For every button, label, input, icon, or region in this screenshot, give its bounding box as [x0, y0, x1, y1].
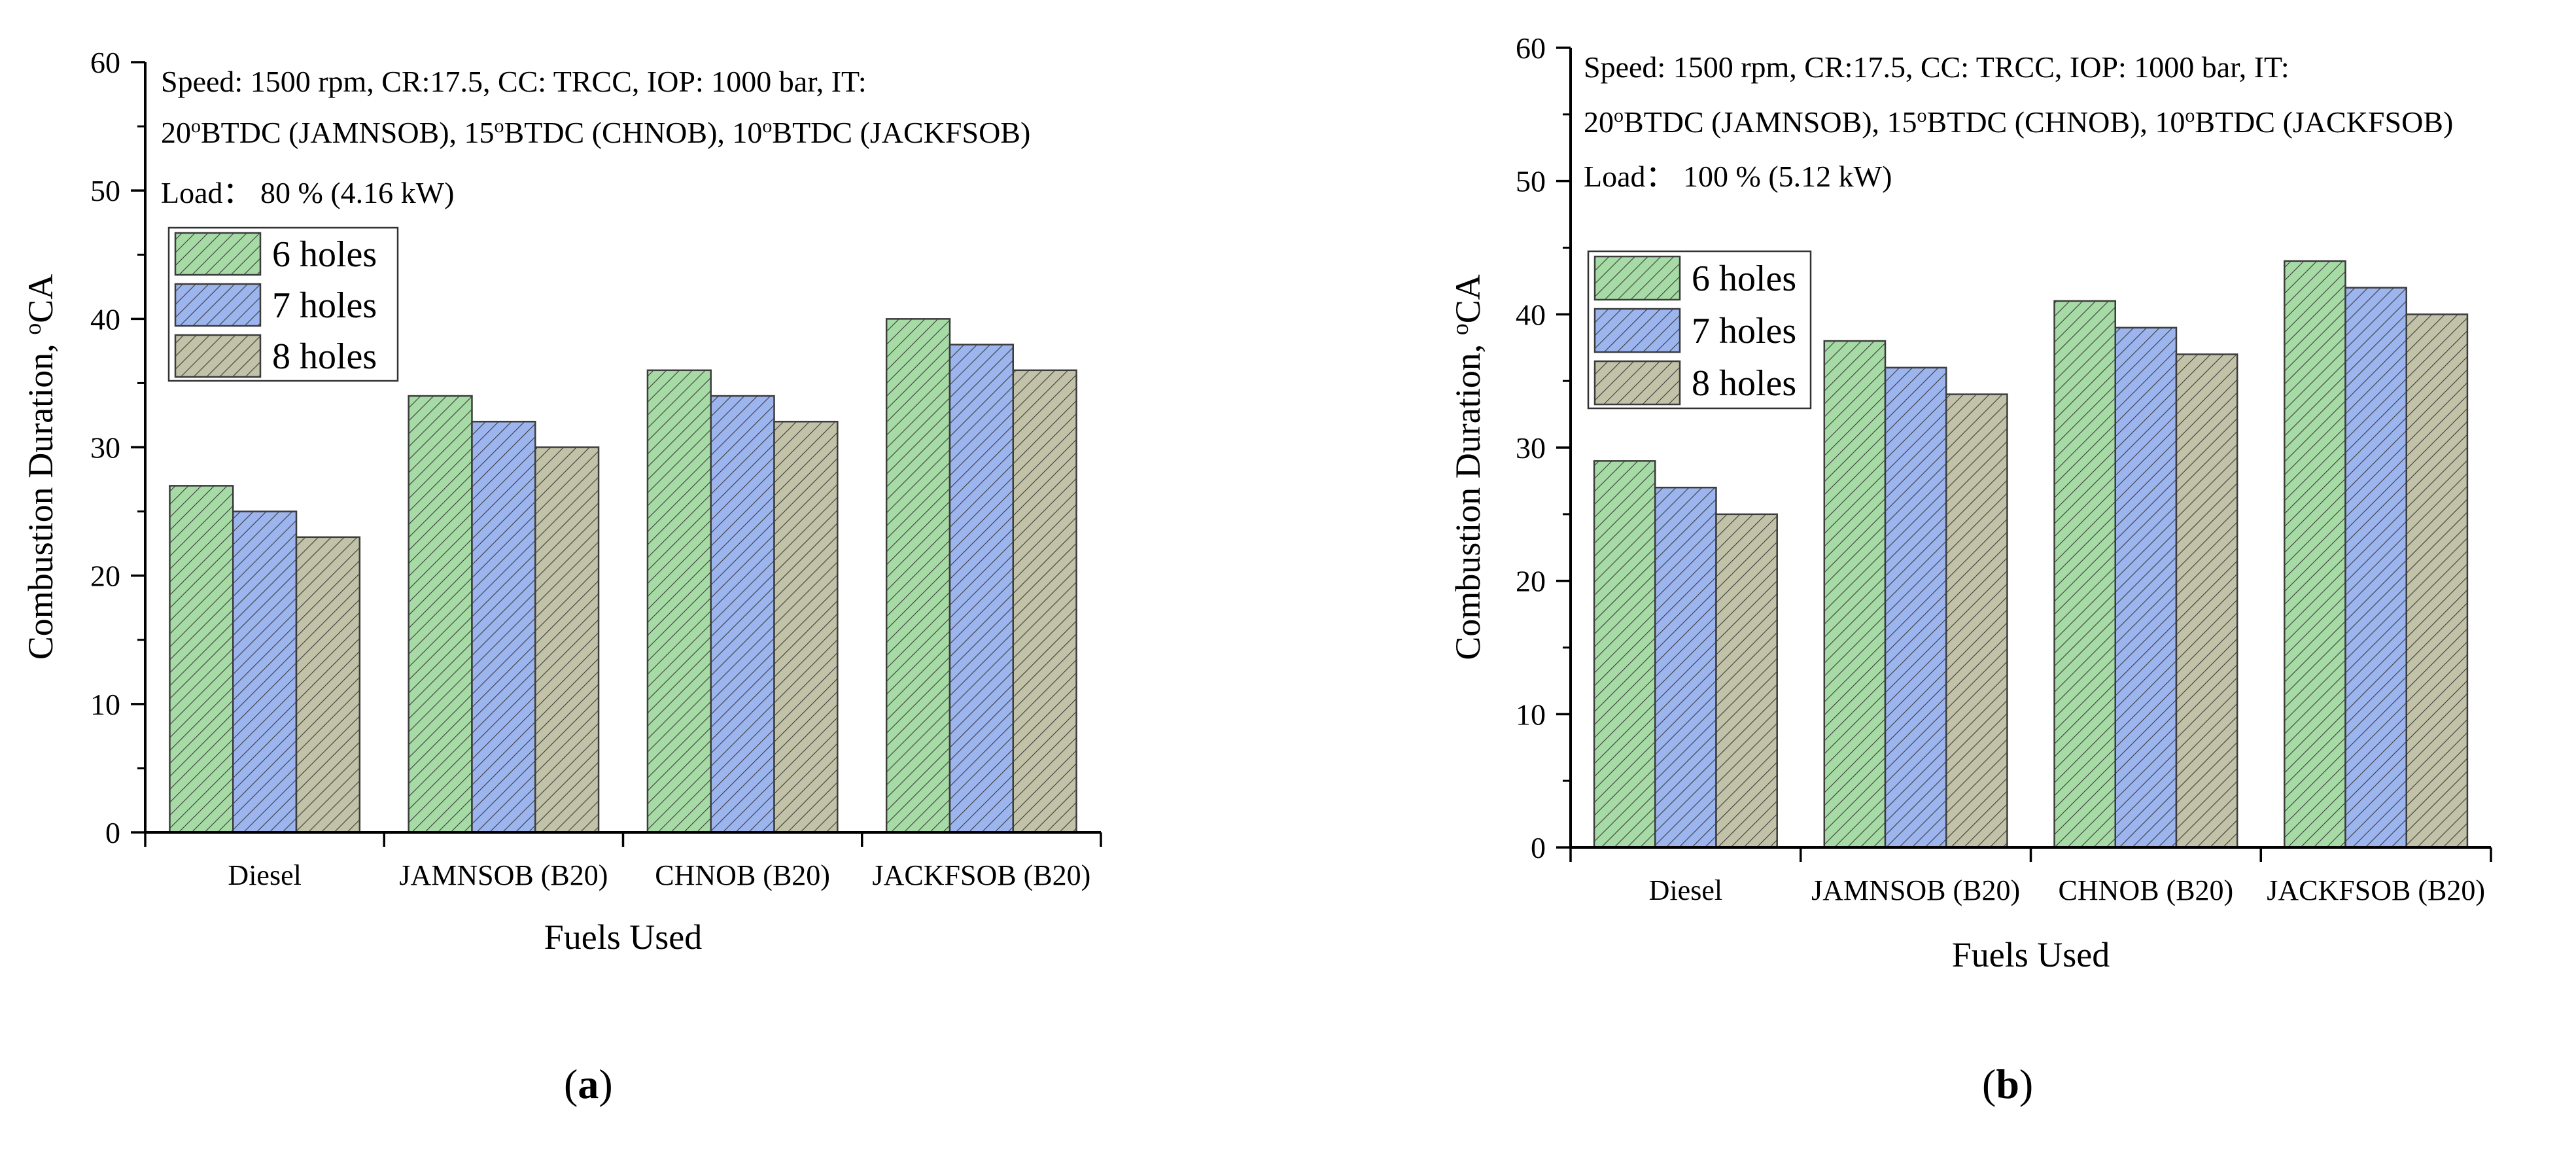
y-tick-label: 20	[90, 560, 120, 593]
bar-hatch-0-2	[646, 369, 712, 834]
x-tick-label: Diesel	[228, 859, 301, 891]
bar-hatch-2-3	[2405, 313, 2469, 849]
x-tick-label: JACKFSOB (B20)	[2267, 874, 2485, 906]
bar-hatch-1-2	[710, 395, 775, 834]
x-tick-label: CHNOB (B20)	[655, 859, 830, 891]
y-tick-label: 20	[1516, 565, 1546, 598]
y-tick-label: 50	[90, 174, 120, 207]
y-tick-label: 10	[1516, 698, 1546, 731]
x-tick-label: JAMNSOB (B20)	[1811, 874, 2020, 906]
bar-hatch-0-0	[169, 485, 234, 834]
annotation-line-2: 20oBTDC (JAMNSOB), 15oBTDC (CHNOB), 10oB…	[1584, 105, 2453, 139]
bar-hatch-1-0	[232, 510, 298, 834]
y-axis-label: Combustion Duration, oCA	[1447, 274, 1488, 660]
y-tick-label: 0	[1531, 831, 1546, 864]
legend-swatch-hatch	[1593, 308, 1681, 353]
bar-hatch-1-0	[1654, 486, 1717, 849]
bar-hatch-2-2	[2175, 353, 2238, 849]
legend-swatch-hatch	[174, 334, 262, 378]
bar-hatch-2-0	[1715, 513, 1778, 849]
y-tick-label: 30	[1516, 431, 1546, 465]
bar-hatch-2-0	[295, 536, 361, 834]
y-tick-label: 40	[1516, 298, 1546, 331]
y-tick-label: 60	[1516, 31, 1546, 65]
bar-hatch-1-1	[1884, 366, 1947, 849]
panel-label-b: (b)	[1982, 1061, 2034, 1107]
y-tick-label: 0	[105, 816, 120, 849]
annotation-line-3: Load： 80 % (4.16 kW)	[161, 176, 454, 209]
chart-panel-a: Diesel JAMNSOB (B20) CHNOB (B20) JACKFSOB (…	[20, 46, 1102, 957]
bar-hatch-1-2	[2114, 327, 2178, 849]
annotation-line-3: Load： 100 % (5.12 kW)	[1584, 160, 1892, 193]
bar-hatch-1-3	[949, 344, 1015, 834]
legend-label: 8 holes	[1692, 363, 1796, 404]
bar-hatch-2-2	[773, 421, 839, 834]
x-tick-label: JACKFSOB (B20)	[873, 859, 1091, 891]
x-tick-label: Diesel	[1649, 874, 1722, 906]
y-tick-label: 60	[90, 46, 120, 79]
legend-swatch-hatch	[174, 283, 262, 327]
x-axis-label: Fuels Used	[1952, 935, 2110, 974]
bar-hatch-0-3	[2284, 260, 2346, 849]
chart-panel-b: Diesel JAMNSOB (B20) CHNOB (B20) JACKFSOB (…	[1447, 31, 2492, 974]
y-tick-label: 50	[1516, 165, 1546, 198]
annotation-line-1: Speed: 1500 rpm, CR:17.5, CC: TRCC, IOP:…	[161, 65, 867, 98]
bar-hatch-1-1	[471, 421, 536, 834]
annotation-line-1: Speed: 1500 rpm, CR:17.5, CC: TRCC, IOP:…	[1584, 50, 2289, 84]
legend-label: 8 holes	[272, 336, 377, 377]
panel-label-a: (a)	[564, 1061, 613, 1107]
legend-label: 6 holes	[272, 234, 377, 275]
legend-swatch-hatch	[1593, 255, 1681, 301]
y-tick-label: 10	[90, 688, 120, 721]
bar-hatch-0-1	[408, 395, 473, 834]
annotation-line-2: 20oBTDC (JAMNSOB), 15oBTDC (CHNOB), 10oB…	[161, 115, 1030, 149]
x-axis-label: Fuels Used	[544, 917, 703, 957]
bar-hatch-2-1	[534, 446, 600, 834]
x-tick-label: JAMNSOB (B20)	[399, 859, 608, 891]
y-tick-label: 30	[90, 431, 120, 465]
x-tick-label: CHNOB (B20)	[2059, 874, 2234, 906]
legend-label: 7 holes	[1692, 311, 1796, 351]
bar-hatch-0-2	[2053, 300, 2117, 849]
legend-label: 6 holes	[1692, 258, 1796, 299]
bar-hatch-1-3	[2344, 287, 2407, 849]
bar-hatch-2-3	[1012, 369, 1077, 834]
legend-swatch-hatch	[174, 232, 262, 276]
bar-hatch-0-1	[1823, 340, 1887, 849]
bar-hatch-2-1	[1945, 393, 2008, 849]
legend-swatch-hatch	[1593, 360, 1681, 406]
bar-hatch-0-0	[1593, 460, 1656, 849]
y-axis-label: Combustion Duration, oCA	[20, 274, 60, 660]
y-tick-label: 40	[90, 302, 120, 336]
legend-label: 7 holes	[272, 285, 377, 326]
bar-hatch-0-3	[885, 318, 951, 834]
